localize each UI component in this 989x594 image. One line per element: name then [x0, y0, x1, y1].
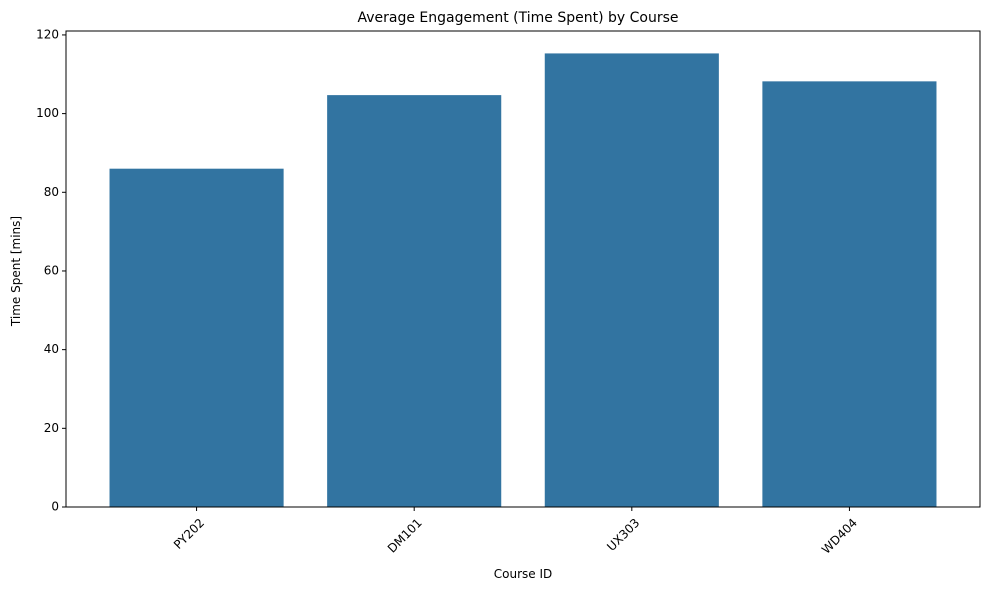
y-tick-label: 20 — [44, 421, 59, 435]
y-axis-label: Time Spent [mins] — [9, 216, 23, 327]
bar-py202 — [109, 168, 284, 507]
x-tick-label-ux303: UX303 — [604, 516, 642, 554]
x-tick-label-py202: PY202 — [171, 516, 207, 552]
plot-frame — [65, 30, 981, 508]
bar-dm101 — [327, 95, 502, 508]
bar-wd404 — [762, 81, 937, 507]
bars-layer — [109, 53, 937, 508]
y-tick-label: 120 — [36, 27, 59, 41]
y-tick-label: 40 — [44, 342, 59, 356]
x-tick-label-wd404: WD404 — [819, 516, 860, 557]
bar-ux303 — [544, 53, 719, 508]
y-tick-label: 100 — [36, 106, 59, 120]
y-axis: 0 20 40 60 80 100 120 — [36, 27, 66, 514]
chart-title: Average Engagement (Time Spent) by Cours… — [357, 10, 678, 26]
y-tick-label: 0 — [51, 500, 59, 514]
y-tick-label: 60 — [44, 263, 59, 277]
plot-frame-rect — [65, 30, 981, 508]
x-axis-label: Course ID — [494, 567, 553, 581]
y-tick-label: 80 — [44, 185, 59, 199]
x-axis: PY202 DM101 UX303 WD404 — [171, 507, 860, 557]
x-tick-label-dm101: DM101 — [385, 516, 425, 556]
